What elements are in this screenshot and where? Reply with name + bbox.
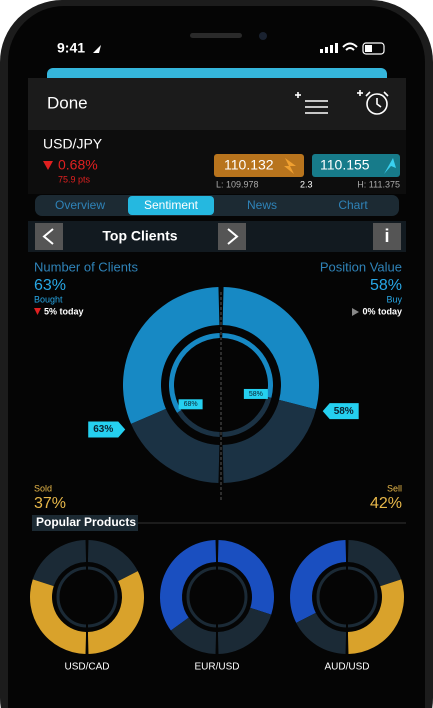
bought-arc — [159, 540, 217, 631]
sold-arc — [131, 408, 220, 483]
inner-right-flag — [243, 388, 268, 399]
battery-icon — [362, 42, 385, 55]
sold-label: Sold — [34, 483, 52, 493]
sold-arc — [29, 579, 87, 654]
high-price: H: 111.375 — [357, 179, 400, 189]
prev-icon — [42, 228, 54, 245]
down-arrow — [43, 161, 53, 170]
product-name[interactable]: AUD/USD — [324, 662, 369, 673]
sell-price-box[interactable] — [214, 154, 304, 177]
battery-level — [365, 45, 372, 52]
section-title: Top Clients — [102, 228, 177, 244]
inner-right-rest — [222, 396, 272, 437]
bought-arc — [122, 287, 220, 424]
bought-change: 5% today — [44, 306, 84, 316]
sold-percent: 37% — [34, 495, 66, 512]
popular-title: Popular Products — [36, 515, 136, 529]
inner-right-label: 58% — [249, 391, 263, 398]
inner-left-label: 68% — [184, 401, 198, 408]
bought-label: Bought — [34, 294, 63, 304]
bought-arc — [290, 540, 347, 623]
sell-arc — [222, 399, 316, 483]
sell-arrow — [284, 158, 296, 174]
speaker — [190, 33, 242, 38]
info-icon: i — [384, 226, 389, 246]
sell-arc — [217, 607, 272, 654]
ask-price: 110.155 — [320, 157, 370, 173]
active-tab — [128, 196, 214, 215]
buy-arc — [347, 540, 402, 587]
buy-percent: 58% — [370, 277, 402, 294]
signal-icon — [320, 43, 338, 53]
inner-right-arc — [222, 333, 273, 398]
info-button[interactable] — [373, 223, 401, 250]
sell-percent: 42% — [370, 495, 402, 512]
buy-arc — [217, 540, 274, 615]
camera — [259, 32, 267, 40]
bought-flag — [88, 421, 126, 438]
sold-arc — [296, 612, 347, 654]
next-icon — [227, 228, 239, 245]
toolbar — [28, 221, 406, 252]
bought-percent: 63% — [34, 277, 66, 294]
sold-arc — [170, 617, 217, 654]
buy-arrow — [384, 158, 396, 174]
buy-arc — [222, 287, 320, 410]
position-label: Position Value — [320, 259, 402, 274]
tab[interactable]: News — [247, 198, 277, 212]
buy-change: 0% today — [362, 306, 402, 316]
neutral-arrow — [352, 308, 359, 316]
change-percent: 0.68% — [58, 157, 98, 173]
inner-left-flag — [178, 399, 203, 410]
add-watchlist-icon[interactable] — [295, 92, 328, 114]
buy-price-box[interactable] — [312, 154, 400, 177]
product-name[interactable]: EUR/USD — [194, 662, 239, 673]
down-arrow — [34, 308, 41, 315]
product-name[interactable]: USD/CAD — [64, 662, 109, 673]
done-button[interactable]: Done — [47, 93, 88, 112]
next-button[interactable] — [218, 223, 246, 250]
inner-left-arc — [169, 333, 220, 413]
wifi-icon — [342, 42, 358, 51]
sell-arc — [347, 579, 404, 654]
tab[interactable]: Sentiment — [144, 198, 199, 212]
buy-flag-label: 58% — [334, 406, 354, 417]
prev-button[interactable] — [35, 223, 63, 250]
sell-label: Sell — [387, 483, 402, 493]
inner-left-rest — [177, 410, 220, 437]
location-icon — [93, 45, 101, 53]
buy-flag — [322, 403, 359, 420]
clients-label: Number of Clients — [34, 259, 139, 274]
bid-price: 110.132 — [224, 157, 274, 173]
bought-arc — [32, 540, 87, 587]
tab[interactable]: Chart — [338, 198, 368, 212]
buy-arc — [87, 540, 138, 582]
add-alert-icon[interactable] — [357, 90, 389, 115]
header — [28, 78, 406, 130]
low-price: L: 109.978 — [216, 179, 259, 189]
status-time: 9:41 — [57, 40, 85, 56]
buy-label: Buy — [386, 294, 402, 304]
change-pts: 75.9 pts — [58, 174, 91, 184]
instrument-name: USD/JPY — [43, 136, 103, 152]
bought-flag-label: 63% — [93, 424, 113, 435]
tab-bar — [35, 195, 399, 216]
tab[interactable]: Overview — [55, 198, 105, 212]
spread: 2.3 — [300, 179, 313, 189]
sell-arc — [87, 571, 144, 654]
popular-chip — [32, 515, 138, 531]
